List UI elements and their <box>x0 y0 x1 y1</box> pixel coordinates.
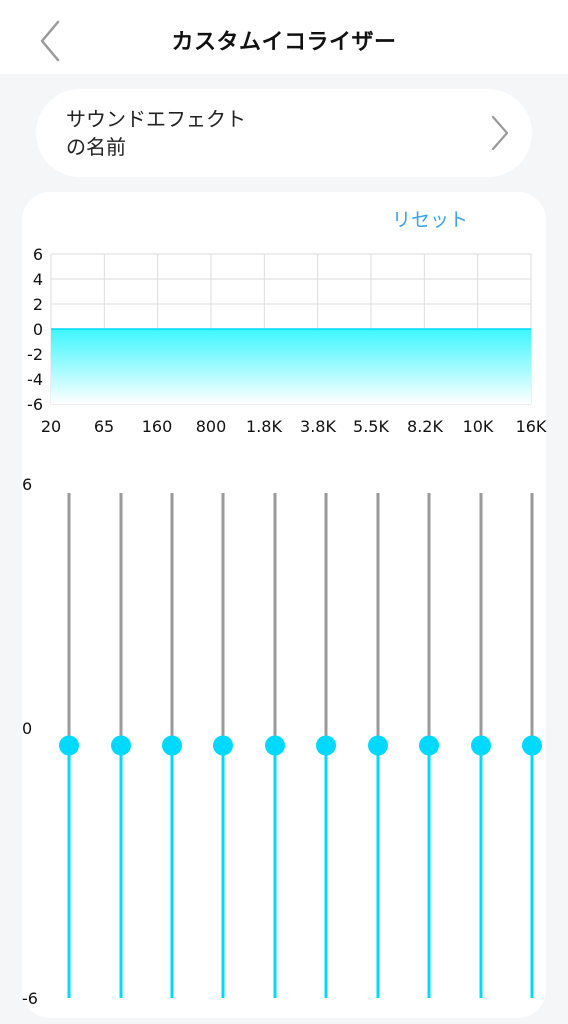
x-tick-label: 20 <box>41 417 61 436</box>
x-tick-label: 16K <box>516 417 547 436</box>
slider-knob[interactable] <box>471 735 491 756</box>
slider-knob[interactable] <box>522 735 542 756</box>
chevron-left-icon <box>40 20 60 62</box>
band-slider[interactable] <box>471 493 491 998</box>
sound-effect-name: サウンドエフェクトの名前 <box>66 107 246 159</box>
slider-knob[interactable] <box>162 735 182 756</box>
y-tick-label: -2 <box>27 345 43 364</box>
x-tick-label: 5.5K <box>353 417 389 436</box>
slider-knob[interactable] <box>316 735 336 756</box>
slider-knob[interactable] <box>419 735 439 756</box>
slider-max-label: 6 <box>22 475 32 494</box>
chevron-right-icon <box>491 115 509 151</box>
x-tick-label: 160 <box>142 417 173 436</box>
slider-mid-label: 0 <box>22 719 32 738</box>
y-tick-label: 0 <box>33 320 43 339</box>
band-slider[interactable] <box>162 493 182 998</box>
y-tick-label: -4 <box>27 370 43 389</box>
slider-knob[interactable] <box>265 735 285 756</box>
band-sliders[interactable] <box>59 493 542 998</box>
band-slider[interactable] <box>111 493 131 998</box>
back-button[interactable] <box>30 18 70 64</box>
y-tick-label: -6 <box>27 395 43 414</box>
reset-button[interactable]: リセット <box>392 209 469 231</box>
y-tick-label: 4 <box>33 270 43 289</box>
eq-area-fill <box>51 329 531 404</box>
x-tick-label: 3.8K <box>300 417 336 436</box>
slider-knob[interactable] <box>368 735 388 756</box>
x-tick-label: 65 <box>94 417 114 436</box>
x-tick-label: 800 <box>196 417 227 436</box>
x-tick-label: 8.2K <box>407 417 443 436</box>
slider-knob[interactable] <box>111 735 131 756</box>
x-tick-label: 10K <box>463 417 494 436</box>
band-slider[interactable] <box>213 493 233 998</box>
y-tick-label: 6 <box>33 245 43 264</box>
band-slider[interactable] <box>59 493 79 998</box>
chart-y-axis: 6 4 2 0 -2 -4 -6 <box>27 245 43 414</box>
slider-min-label: -6 <box>22 989 38 1008</box>
sound-effect-selector[interactable]: サウンドエフェクトの名前 <box>36 89 532 177</box>
slider-knob[interactable] <box>213 735 233 756</box>
band-slider[interactable] <box>265 493 285 998</box>
slider-knob[interactable] <box>59 735 79 756</box>
y-tick-label: 2 <box>33 295 43 314</box>
chart-area <box>51 328 531 404</box>
chart-x-axis: 20 65 160 800 1.8K 3.8K 5.5K 8.2K 10K 16K <box>41 417 547 436</box>
x-tick-label: 1.8K <box>246 417 282 436</box>
page-title: カスタムイコライザー <box>171 30 397 55</box>
band-slider[interactable] <box>522 493 542 998</box>
band-slider[interactable] <box>316 493 336 998</box>
band-slider[interactable] <box>368 493 388 998</box>
band-slider[interactable] <box>419 493 439 998</box>
navigation-bar: カスタムイコライザー <box>0 0 568 74</box>
